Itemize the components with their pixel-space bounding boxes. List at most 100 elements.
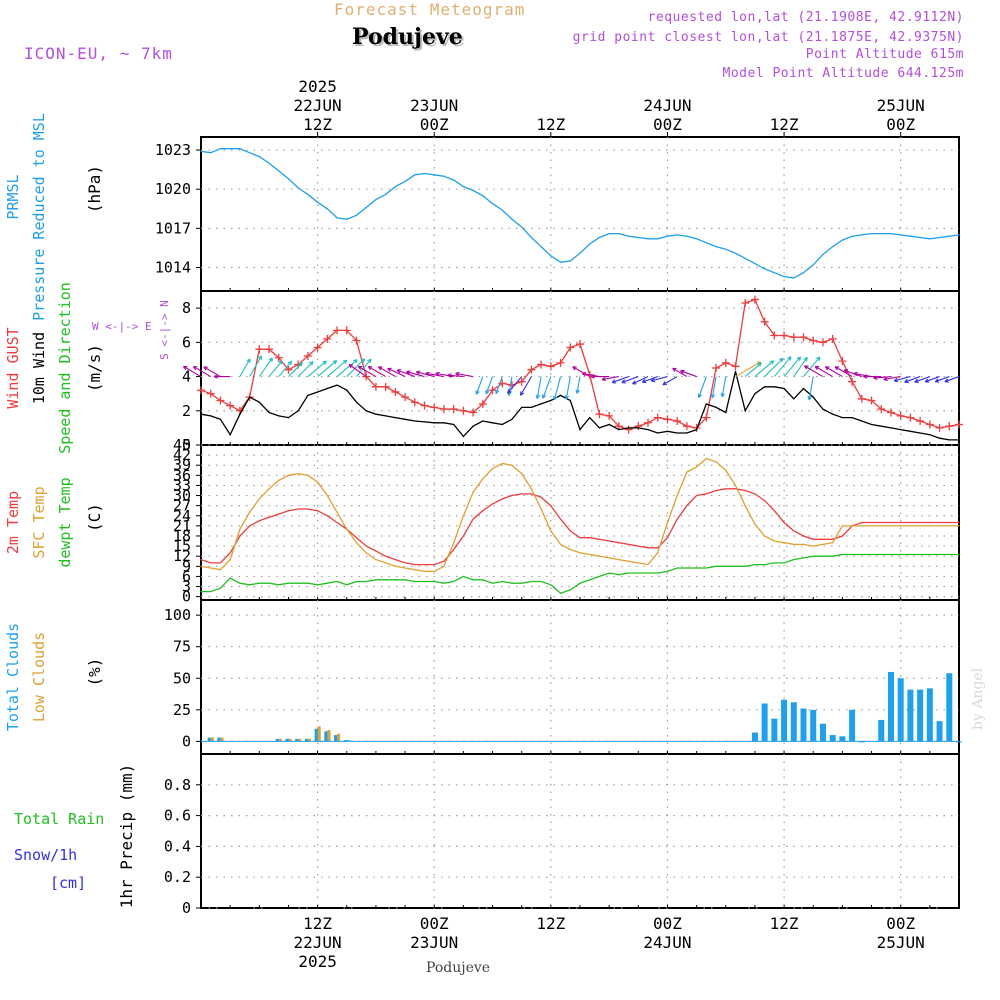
wind-vector	[914, 376, 931, 383]
data-point	[569, 589, 571, 591]
data-point	[958, 553, 960, 556]
data-point	[783, 521, 785, 524]
bar-total-clouds	[926, 688, 933, 742]
y-tick-label: 0	[182, 732, 191, 750]
data-point	[433, 570, 435, 572]
x-axis-label-bottom: 12Z	[770, 914, 799, 933]
wind-vector-head	[893, 377, 899, 383]
data-point	[589, 537, 591, 539]
data-point	[239, 148, 241, 150]
wind-vector-head	[581, 371, 587, 377]
data-point	[793, 543, 795, 546]
data-point	[385, 579, 387, 581]
data-point	[355, 542, 358, 544]
data-point	[248, 152, 251, 154]
wind-vector-head	[278, 360, 283, 365]
wind-vector	[783, 356, 801, 377]
wind-vector	[773, 356, 792, 377]
wind-vector-head	[455, 371, 460, 377]
wind-vector-head	[298, 362, 303, 367]
wind-vector	[239, 358, 251, 377]
data-point-marker	[712, 364, 721, 372]
compass-sn: S <-|-> N	[158, 300, 171, 360]
data-point	[637, 562, 639, 564]
wind-vector	[642, 376, 658, 383]
data-point	[919, 432, 921, 434]
y-axis-label: (%)	[85, 658, 104, 687]
data-point	[559, 261, 562, 263]
wind-vector-head	[396, 369, 402, 374]
data-point	[696, 429, 698, 431]
wind-vector	[924, 376, 940, 383]
bar-total-clouds	[946, 673, 953, 742]
panel-pressure: 1014 1017 1020 1023 PRMSL Pressure Reduced to…	[4, 113, 960, 321]
data-point	[754, 262, 756, 265]
data-point	[686, 505, 688, 507]
wind-vector-head	[934, 378, 940, 383]
wind-vector	[378, 366, 396, 378]
wind-vector	[278, 360, 292, 377]
bar-low-clouds	[337, 733, 341, 742]
wind-vector	[297, 361, 314, 377]
data-point	[900, 521, 902, 524]
data-point	[822, 253, 824, 256]
data-point	[676, 234, 678, 236]
bar-total-clouds	[887, 671, 894, 742]
data-point	[491, 582, 494, 584]
data-point	[200, 558, 202, 561]
y-tick-label: 100	[164, 606, 191, 624]
data-point	[686, 567, 688, 569]
data-point	[822, 543, 824, 546]
data-point	[890, 553, 892, 556]
data-point	[219, 587, 222, 589]
x-axis-label-bottom: 12Z	[536, 914, 565, 933]
data-point	[608, 540, 610, 542]
data-point-marker	[877, 405, 886, 414]
wind-vector	[307, 360, 327, 377]
data-point	[764, 268, 766, 270]
x-axis-label-bottom: 12Z	[303, 914, 332, 933]
data-point	[365, 552, 367, 554]
y-tick-label: 75	[173, 638, 191, 656]
data-point	[579, 252, 581, 254]
data-point	[443, 560, 445, 562]
data-point	[550, 584, 552, 586]
wind-vector	[387, 367, 406, 378]
bar-total-clouds	[936, 721, 943, 742]
data-point	[715, 406, 717, 408]
wind-vector	[814, 365, 833, 378]
data-point	[744, 410, 746, 412]
wind-vector-head	[944, 378, 949, 383]
data-point	[385, 193, 387, 196]
data-point	[210, 415, 212, 417]
data-point	[297, 582, 299, 584]
wind-vector	[553, 376, 562, 401]
data-point-marker	[381, 382, 390, 391]
data-point	[890, 232, 892, 235]
data-point	[258, 155, 260, 158]
data-point	[501, 580, 503, 583]
data-point	[443, 175, 445, 177]
y-tick-label: 8	[182, 299, 191, 317]
data-point	[783, 542, 785, 544]
wind-vector	[651, 376, 668, 382]
wind-vector	[455, 372, 474, 378]
data-point	[861, 525, 863, 527]
x-axis-label-bottom: 00Z	[886, 914, 915, 933]
data-point	[414, 420, 416, 422]
data-point	[501, 462, 503, 465]
data-point	[355, 401, 358, 403]
data-point-marker	[702, 413, 711, 422]
data-point	[501, 498, 503, 500]
data-point	[783, 562, 785, 564]
y-tick-label: 2	[182, 402, 191, 420]
data-point	[734, 252, 737, 254]
data-point	[938, 236, 941, 239]
compass-we: W <-|-> E	[92, 320, 152, 333]
data-point-marker	[906, 413, 915, 422]
data-point-marker	[410, 398, 419, 407]
data-point	[725, 565, 727, 567]
data-point	[647, 547, 649, 549]
data-point	[725, 248, 727, 250]
